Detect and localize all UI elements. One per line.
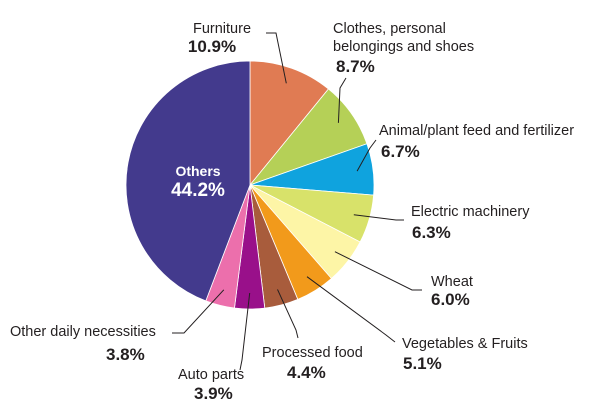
pie-slices: [125, 60, 375, 310]
slice-value-others: 44.2%: [171, 180, 225, 201]
slice-label-furniture: Furniture: [193, 21, 251, 37]
leader-line-furniture: [266, 32, 287, 84]
leader-line-clothes-personal-belongings-and-shoes: [337, 77, 347, 123]
pie-slice-furniture: [249, 60, 330, 187]
leader-line-wheat: [334, 251, 422, 291]
leader-line-auto-parts: [239, 292, 251, 371]
pie-slice-others: [125, 60, 251, 302]
slice-label-electric: Electric machinery: [411, 204, 530, 220]
slice-label-other-daily: Other daily necessities: [10, 324, 156, 340]
slice-label-processed-food: Processed food: [262, 345, 363, 361]
leader-line-animal-plant-feed-and-fertilizer: [356, 139, 377, 172]
slice-label-vegetables: Vegetables & Fruits: [402, 336, 528, 352]
slice-label-wheat: Wheat: [431, 274, 473, 290]
slice-label-others: Others: [175, 163, 220, 179]
slice-value-wheat: 6.0%: [431, 290, 470, 309]
leader-lines: [172, 32, 422, 371]
slice-label-feed: Animal/plant feed and fertilizer: [379, 123, 574, 139]
slice-value-electric: 6.3%: [412, 223, 451, 242]
slice-label-clothes-line-2: belongings and shoes: [333, 39, 474, 55]
slice-value-auto-parts: 3.9%: [194, 384, 233, 403]
slice-label-clothes-line-1: Clothes, personal: [333, 21, 446, 37]
slice-value-clothes: 8.7%: [336, 57, 375, 76]
slice-value-vegetables: 5.1%: [403, 354, 442, 373]
leader-line-processed-food: [277, 289, 299, 339]
slice-value-other-daily: 3.8%: [106, 345, 145, 364]
slice-value-furniture: 10.9%: [188, 37, 236, 56]
leader-line-vegetables-fruits: [306, 276, 396, 343]
slice-value-feed: 6.7%: [381, 142, 420, 161]
slice-value-processed-food: 4.4%: [287, 363, 326, 382]
slice-label-auto-parts: Auto parts: [178, 367, 244, 383]
leader-line-other-daily-necessities: [172, 289, 225, 334]
leader-line-electric-machinery: [353, 214, 404, 221]
